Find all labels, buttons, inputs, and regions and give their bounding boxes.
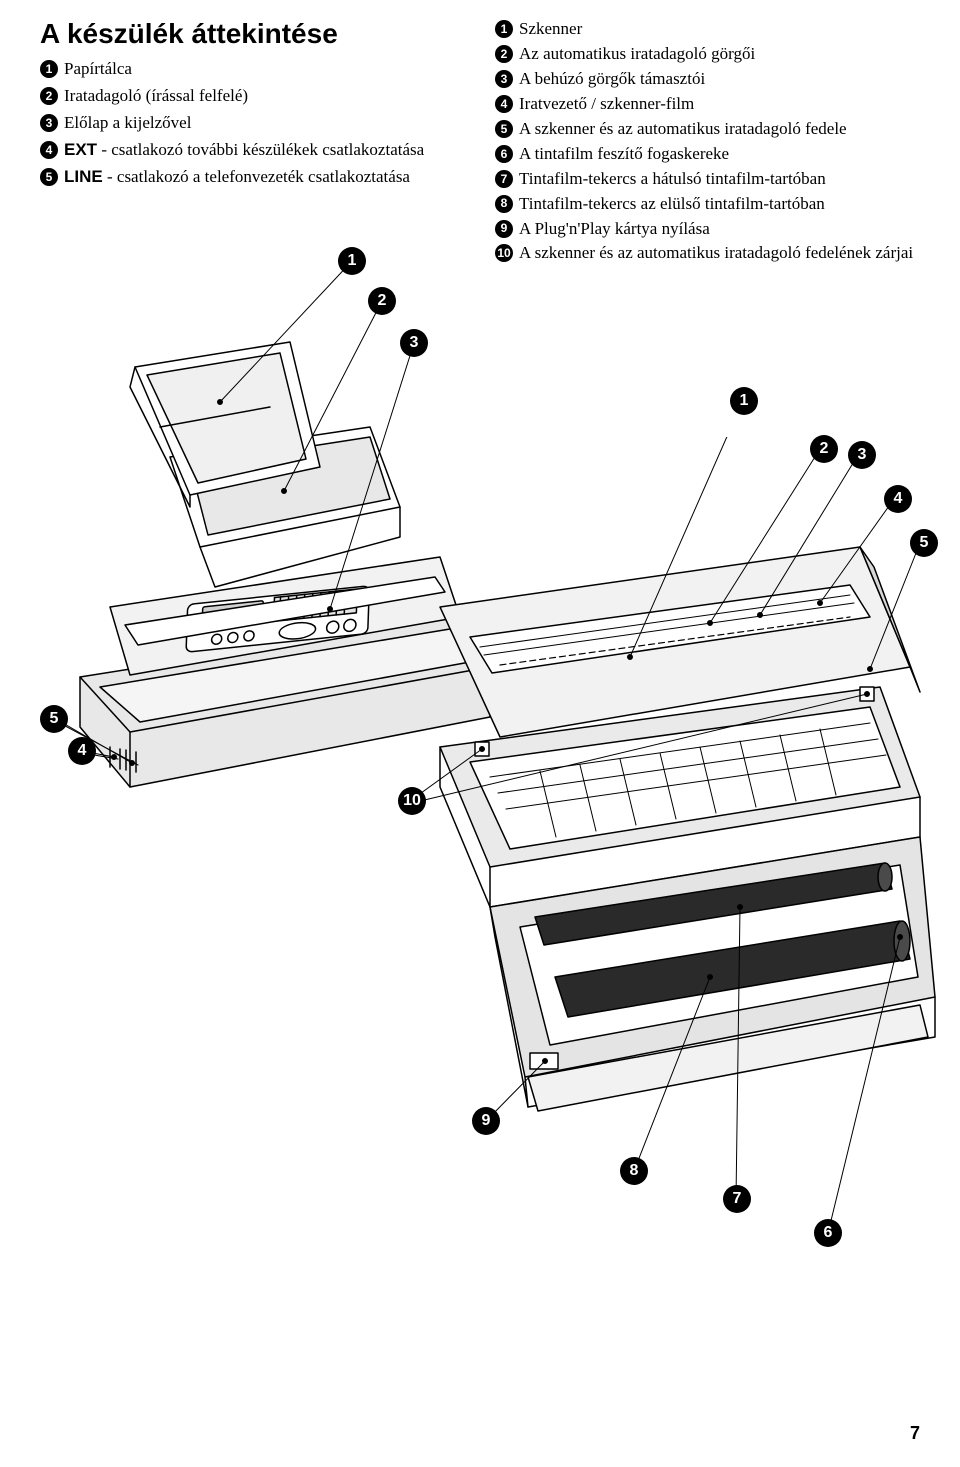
item-text: Iratvezető / szkenner-film xyxy=(519,93,694,116)
bullet-num: 8 xyxy=(495,195,513,213)
bullet-num: 5 xyxy=(40,168,58,186)
overview-right-item: 1 Szkenner xyxy=(495,18,920,41)
item-text: Előlap a kijelzővel xyxy=(64,112,191,135)
item-text: Szkenner xyxy=(519,18,582,41)
bullet-num: 3 xyxy=(40,114,58,132)
item-text: LINE - csatlakozó a telefonvezeték csatl… xyxy=(64,166,410,189)
item-text: A Plug'n'Play kártya nyílása xyxy=(519,218,710,241)
overview-right-item: 9 A Plug'n'Play kártya nyílása xyxy=(495,218,920,241)
overview-left-item: 2 Iratadagoló (írással felfelé) xyxy=(40,85,465,108)
item-text: EXT - csatlakozó további készülékek csat… xyxy=(64,139,424,162)
item-text: A szkenner és az automatikus iratadagoló… xyxy=(519,118,847,141)
two-column-text: A készülék áttekintése 1 Papírtálca 2 Irat… xyxy=(40,18,920,267)
page-content: A készülék áttekintése 1 Papírtálca 2 Irat… xyxy=(0,0,960,1467)
bullet-num: 1 xyxy=(495,20,513,38)
bullet-num: 9 xyxy=(495,220,513,238)
bullet-num: 4 xyxy=(495,95,513,113)
left-column: A készülék áttekintése 1 Papírtálca 2 Irat… xyxy=(40,18,465,267)
overview-right-item: 10A szkenner és az automatikus iratadago… xyxy=(495,242,920,265)
item-text: Iratadagoló (írással felfelé) xyxy=(64,85,248,108)
item-text: Tintafilm-tekercs az elülső tintafilm-ta… xyxy=(519,193,825,216)
page-number: 7 xyxy=(910,1423,920,1444)
bullet-num: 5 xyxy=(495,120,513,138)
item-text: A tintafilm feszítő fogaskereke xyxy=(519,143,729,166)
overview-left-item: 4 EXT - csatlakozó további készülékek csa… xyxy=(40,139,465,162)
overview-right-item: 3 A behúzó görgők támasztói xyxy=(495,68,920,91)
overview-right-item: 8 Tintafilm-tekercs az elülső tintafilm-t… xyxy=(495,193,920,216)
item-text: Tintafilm-tekercs a hátulsó tintafilm-ta… xyxy=(519,168,826,191)
overview-right-item: 4 Iratvezető / szkenner-film xyxy=(495,93,920,116)
item-text: Papírtálca xyxy=(64,58,132,81)
right-column: 1 Szkenner 2 Az automatikus iratadagoló gö… xyxy=(495,18,920,267)
overview-right-item: 2 Az automatikus iratadagoló görgői xyxy=(495,43,920,66)
callout-1b: 1 xyxy=(730,387,758,415)
figure-open-device xyxy=(380,437,940,1317)
item-text: Az automatikus iratadagoló görgői xyxy=(519,43,755,66)
overview-right-item: 5 A szkenner és az automatikus iratadagol… xyxy=(495,118,920,141)
illustrations: 1 2 3 4 5 xyxy=(40,267,920,1467)
bullet-num: 1 xyxy=(40,60,58,78)
overview-left-item: 5 LINE - csatlakozó a telefonvezeték csat… xyxy=(40,166,465,189)
overview-left-item: 3 Előlap a kijelzővel xyxy=(40,112,465,135)
item-text: A szkenner és az automatikus iratadagoló… xyxy=(519,242,913,265)
overview-left-item: 1 Papírtálca xyxy=(40,58,465,81)
overview-right-item: 6 A tintafilm feszítő fogaskereke xyxy=(495,143,920,166)
bullet-num: 6 xyxy=(495,145,513,163)
bullet-num: 7 xyxy=(495,170,513,188)
overview-right-item: 7 Tintafilm-tekercs a hátulsó tintafilm-t… xyxy=(495,168,920,191)
item-text: A behúzó görgők támasztói xyxy=(519,68,705,91)
bullet-num: 4 xyxy=(40,141,58,159)
bullet-num: 3 xyxy=(495,70,513,88)
bullet-num: 2 xyxy=(40,87,58,105)
page-title: A készülék áttekintése xyxy=(40,18,465,50)
bullet-num: 2 xyxy=(495,45,513,63)
